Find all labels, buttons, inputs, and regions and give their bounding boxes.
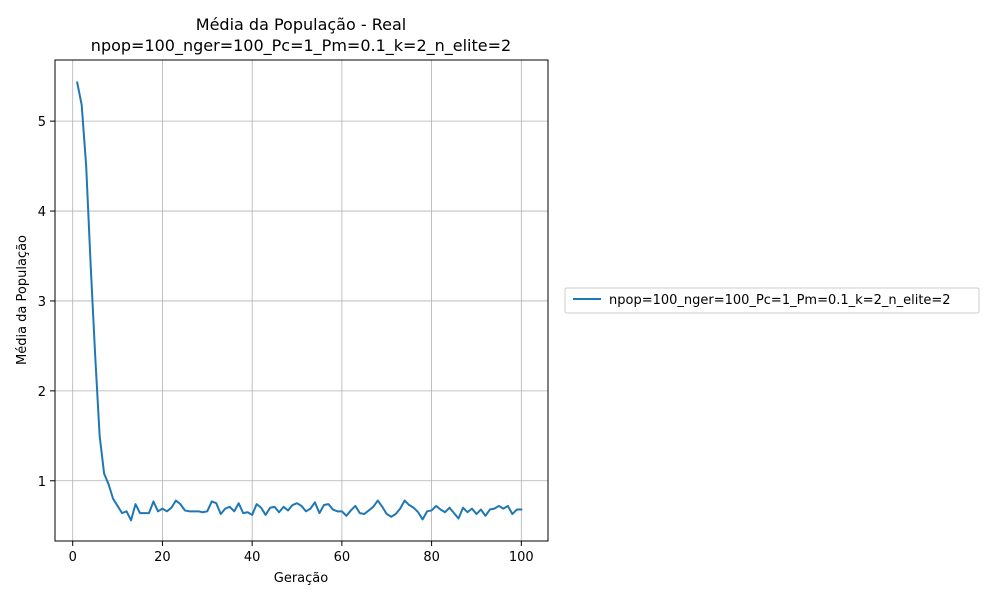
legend-box — [564, 287, 980, 314]
x-tick-label: 0 — [69, 550, 77, 565]
series-line-0 — [76, 81, 523, 522]
x-tick-label: 40 — [244, 550, 261, 565]
y-axis-label: Média da População — [15, 235, 30, 365]
y-tick-label: 4 — [38, 205, 46, 220]
y-axis-ticks: 1 2 3 4 5 — [38, 115, 55, 490]
series-layer — [76, 81, 523, 522]
x-tick-label: 20 — [154, 550, 171, 565]
grid-lines — [55, 60, 548, 541]
y-tick-label: 3 — [38, 295, 46, 310]
x-tick-label: 100 — [509, 550, 534, 565]
chart-subtitle: npop=100_nger=100_Pc=1_Pm=0.1_k=2_n_elit… — [91, 36, 511, 56]
x-axis-label: Geração — [274, 571, 328, 586]
legend-label: npop=100_nger=100_Pc=1_Pm=0.1_k=2_n_elit… — [609, 293, 951, 308]
plot-frame — [54, 59, 549, 542]
y-tick-label: 2 — [38, 385, 46, 400]
y-tick-label: 5 — [38, 115, 46, 130]
x-axis-ticks: 0 20 40 60 80 100 — [69, 541, 534, 565]
y-tick-label: 1 — [38, 475, 46, 490]
legend: npop=100_nger=100_Pc=1_Pm=0.1_k=2_n_elit… — [564, 287, 980, 314]
x-tick-label: 80 — [423, 550, 440, 565]
chart-title: Média da População - Real — [196, 15, 406, 34]
x-tick-label: 60 — [334, 550, 351, 565]
